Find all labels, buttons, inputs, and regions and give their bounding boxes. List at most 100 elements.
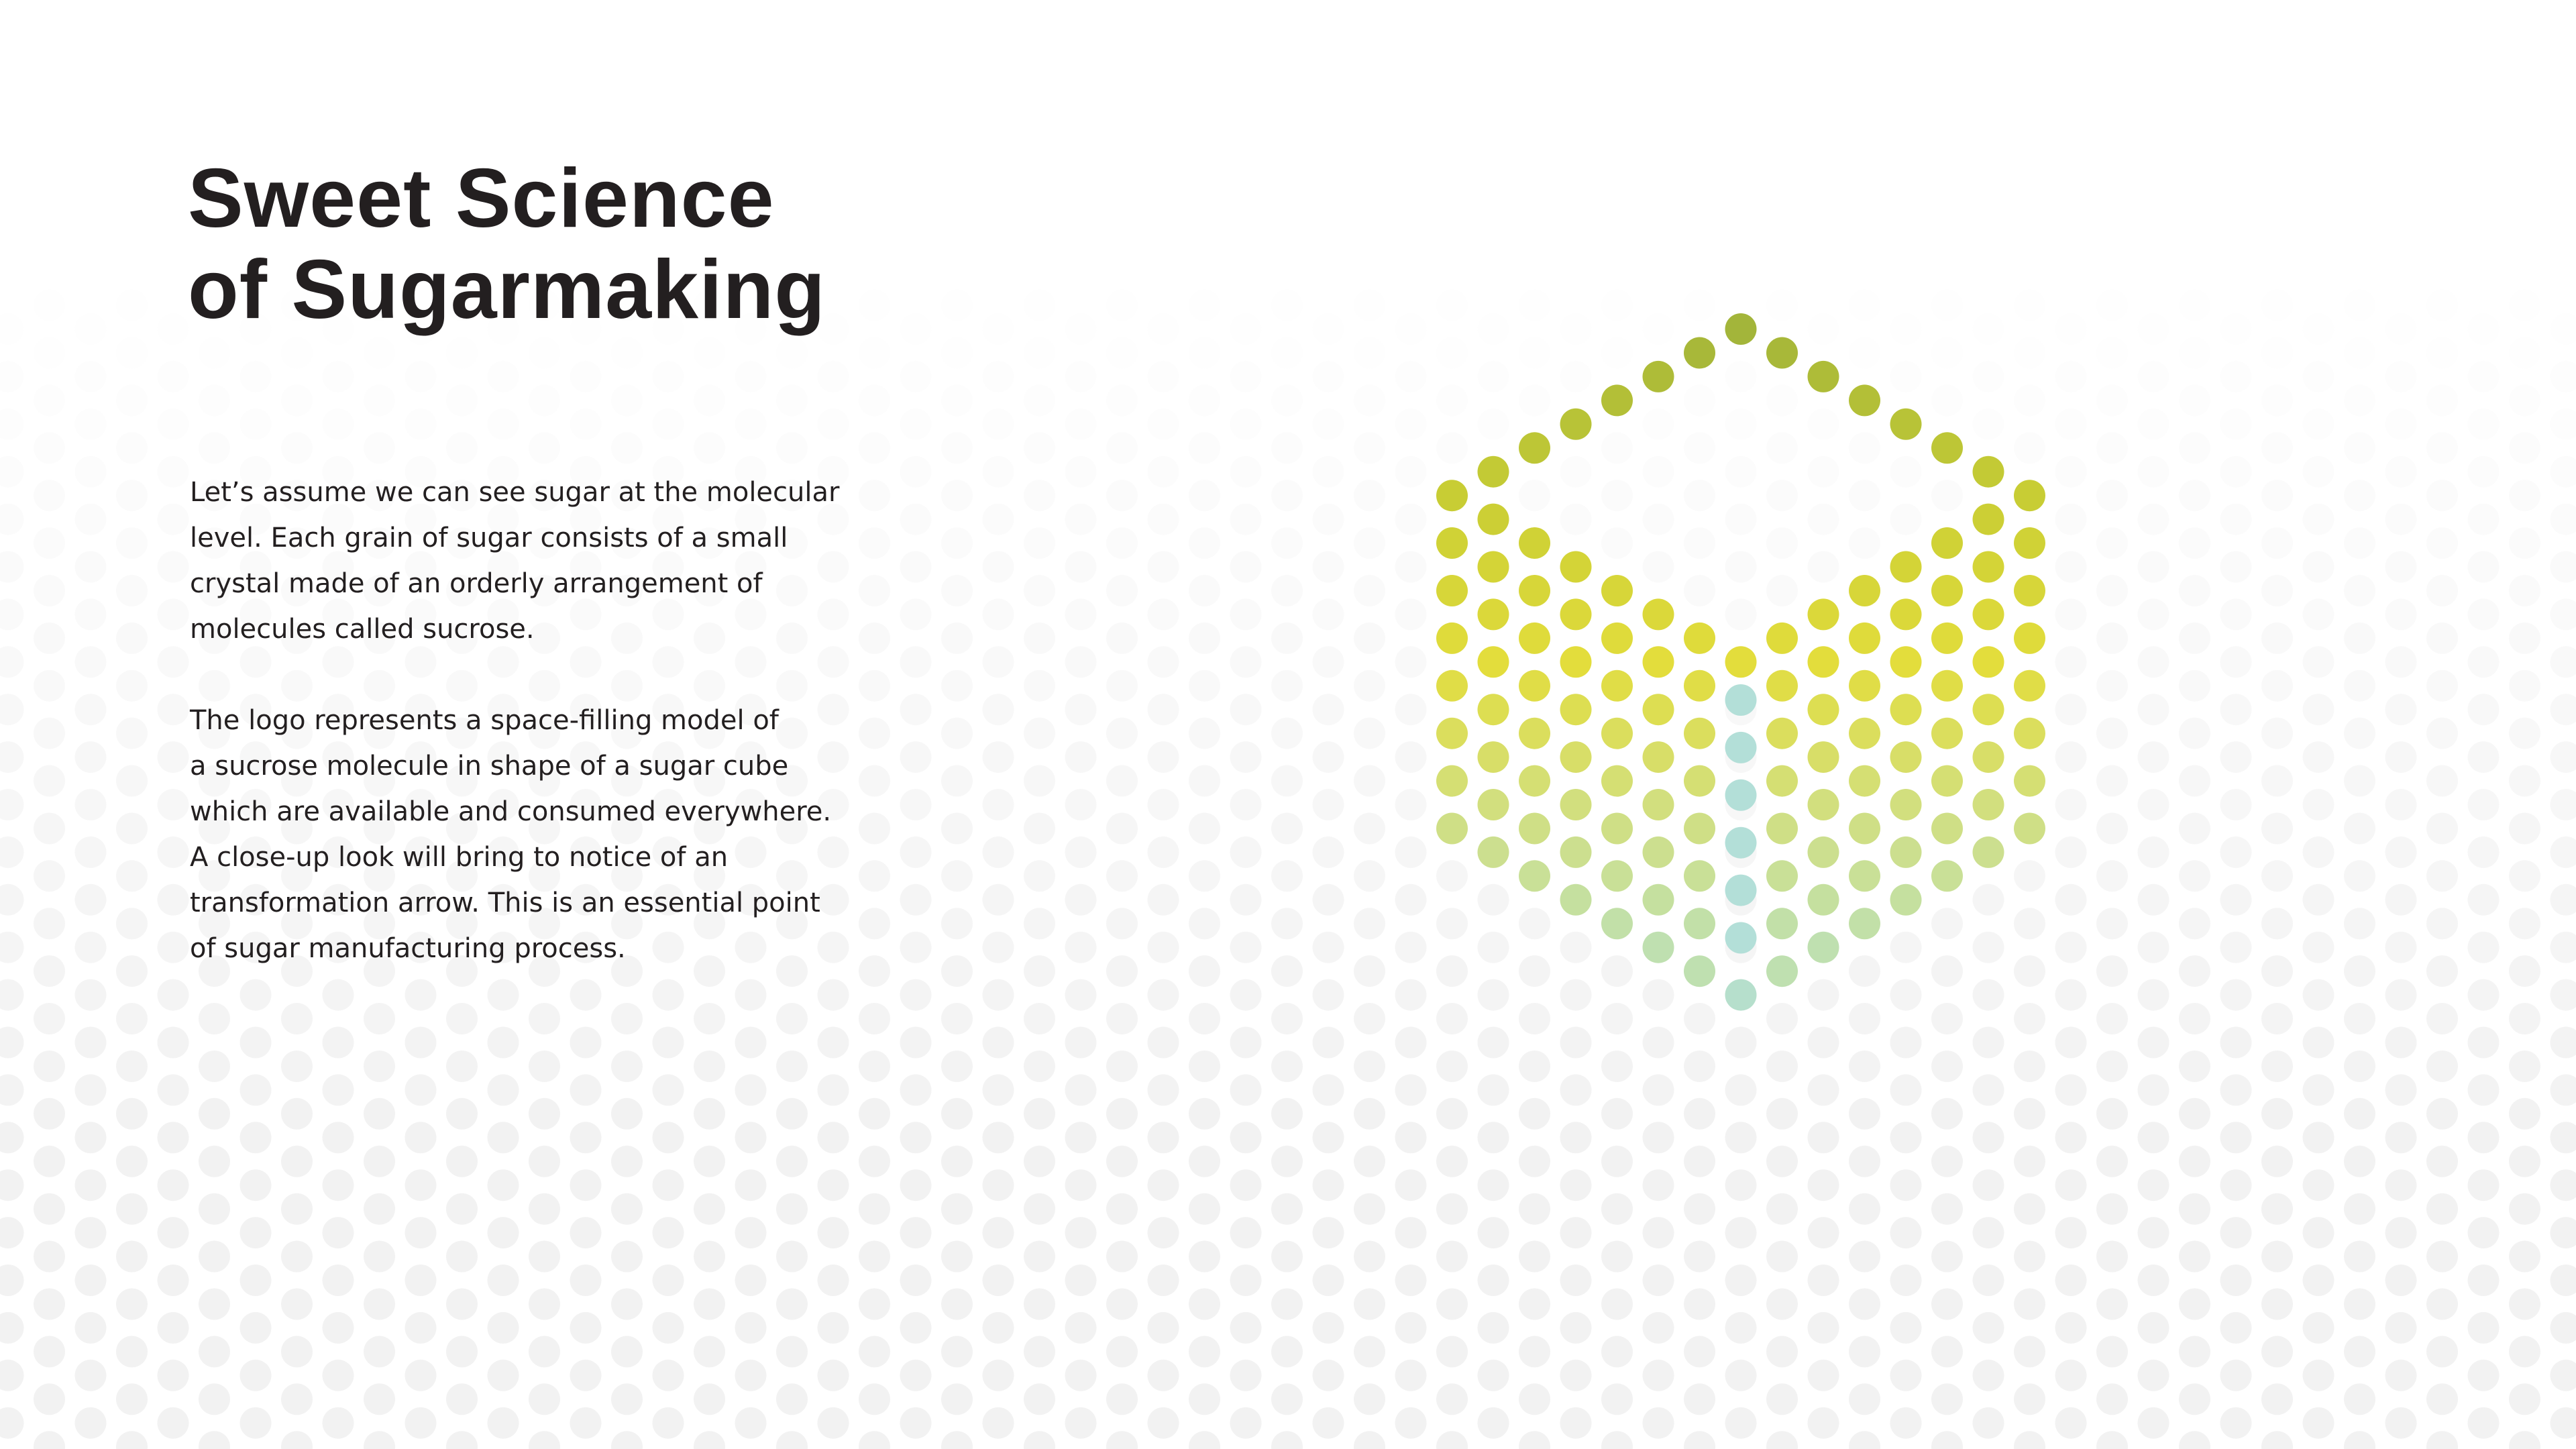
background-dot xyxy=(74,931,107,963)
background-dot xyxy=(364,955,395,987)
background-dot xyxy=(1271,908,1303,940)
background-dot xyxy=(2302,1169,2334,1201)
background-dot xyxy=(1065,1074,1097,1106)
background-dot xyxy=(1766,432,1798,464)
background-dot xyxy=(1065,551,1097,583)
background-dot xyxy=(1189,1145,1220,1177)
background-dot xyxy=(157,979,189,1011)
background-dot xyxy=(2344,480,2375,512)
background-dot xyxy=(0,979,24,1011)
background-dot xyxy=(1354,1145,1385,1177)
background-dot xyxy=(1189,669,1220,702)
background-dot xyxy=(2220,836,2252,868)
background-dot xyxy=(2137,1169,2169,1201)
background-dot xyxy=(1147,741,1179,773)
background-dot xyxy=(2426,1003,2458,1034)
background-dot xyxy=(405,360,437,392)
background-dot xyxy=(611,432,643,464)
title-line-2: of Sugarmaking xyxy=(188,244,826,336)
background-dot xyxy=(0,266,24,297)
background-dot xyxy=(2426,669,2458,702)
background-dot xyxy=(487,1311,519,1344)
background-dot xyxy=(1395,789,1427,820)
background-dot xyxy=(900,646,932,678)
background-dot xyxy=(1601,1383,1633,1415)
background-dot xyxy=(1271,432,1303,464)
background-dot xyxy=(199,908,230,940)
background-dot xyxy=(157,694,189,726)
background-dot xyxy=(529,1288,560,1320)
background-dot xyxy=(1354,527,1385,559)
background-dot xyxy=(34,1145,65,1177)
background-dot xyxy=(1271,337,1303,369)
background-dot xyxy=(405,836,437,868)
logo-dot xyxy=(1890,408,1922,440)
background-dot xyxy=(487,408,519,440)
background-dot xyxy=(487,1407,519,1439)
background-dot xyxy=(2509,1240,2540,1273)
background-dot xyxy=(776,622,808,654)
logo-dot xyxy=(1477,455,1509,488)
background-dot xyxy=(2344,955,2375,987)
background-dot xyxy=(1849,1336,1880,1368)
logo-dot xyxy=(1972,789,2004,820)
background-dot xyxy=(2426,337,2458,369)
background-dot xyxy=(2055,979,2087,1011)
background-dot xyxy=(1519,1288,1550,1320)
background-dot xyxy=(2261,1431,2293,1449)
logo-dot xyxy=(1519,622,1550,654)
background-dot xyxy=(2014,1288,2045,1320)
background-dot xyxy=(1972,1407,2004,1439)
background-dot xyxy=(2137,455,2169,488)
background-dot xyxy=(2014,1097,2045,1130)
background-dot xyxy=(776,812,808,845)
background-dot xyxy=(281,860,313,892)
background-dot xyxy=(1230,408,1262,440)
background-dot xyxy=(364,480,395,512)
background-dot xyxy=(652,789,684,820)
background-dot xyxy=(2220,931,2252,963)
background-dot xyxy=(529,575,560,606)
background-dot xyxy=(74,789,107,820)
background-dot xyxy=(405,598,437,631)
background-dot xyxy=(1519,1193,1550,1225)
background-dot xyxy=(941,1145,973,1177)
background-dot xyxy=(239,931,272,963)
background-dot xyxy=(1601,1336,1633,1368)
background-dot xyxy=(1065,789,1097,820)
background-dot xyxy=(2385,789,2417,820)
background-dot xyxy=(199,765,230,797)
background-dot xyxy=(941,337,973,369)
background-dot xyxy=(34,955,65,987)
background-dot xyxy=(570,694,602,726)
background-dot xyxy=(2344,812,2375,845)
background-dot xyxy=(1477,979,1509,1011)
background-dot xyxy=(1642,979,1674,1011)
background-dot xyxy=(529,669,560,702)
background-dot xyxy=(652,836,684,868)
background-dot xyxy=(1560,1217,1592,1249)
background-dot xyxy=(2509,289,2540,321)
background-dot xyxy=(322,1407,354,1439)
background-dot xyxy=(982,551,1014,583)
background-dot xyxy=(1312,883,1344,916)
background-dot xyxy=(2014,908,2045,940)
background-dot xyxy=(817,694,849,726)
background-dot xyxy=(322,455,354,488)
logo-dot xyxy=(1849,908,1880,940)
background-dot xyxy=(405,503,437,535)
background-dot xyxy=(2220,741,2252,773)
background-dot xyxy=(1106,432,1138,464)
background-dot xyxy=(405,931,437,963)
background-dot xyxy=(817,931,849,963)
background-dot xyxy=(1024,337,1055,369)
background-dot xyxy=(1890,979,1922,1011)
background-dot xyxy=(34,669,65,702)
background-dot xyxy=(941,908,973,940)
background-dot xyxy=(1147,455,1179,488)
background-dot xyxy=(2467,979,2500,1011)
background-dot xyxy=(2096,908,2128,940)
background-dot xyxy=(1354,337,1385,369)
background-dot xyxy=(2467,694,2500,726)
background-dot xyxy=(1972,931,2004,963)
